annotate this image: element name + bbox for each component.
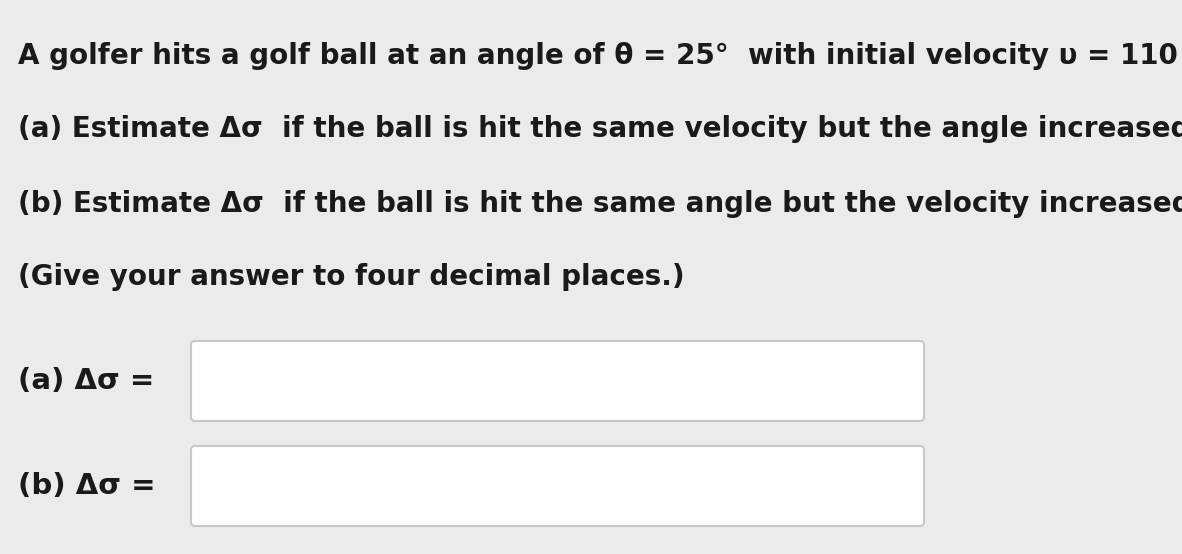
Text: (Give your answer to four decimal places.): (Give your answer to four decimal places…	[18, 263, 684, 291]
Text: (b) Δσ =: (b) Δσ =	[18, 472, 156, 500]
FancyBboxPatch shape	[191, 341, 924, 421]
Text: (a) Δσ =: (a) Δσ =	[18, 367, 155, 395]
Text: A golfer hits a golf ball at an angle of θ = 25°  with initial velocity υ = 110 : A golfer hits a golf ball at an angle of…	[18, 42, 1182, 70]
FancyBboxPatch shape	[191, 446, 924, 526]
Text: (b) Estimate Δσ  if the ball is hit the same angle but the velocity increased by: (b) Estimate Δσ if the ball is hit the s…	[18, 190, 1182, 218]
Text: (a) Estimate Δσ  if the ball is hit the same velocity but the angle increased by: (a) Estimate Δσ if the ball is hit the s…	[18, 115, 1182, 143]
